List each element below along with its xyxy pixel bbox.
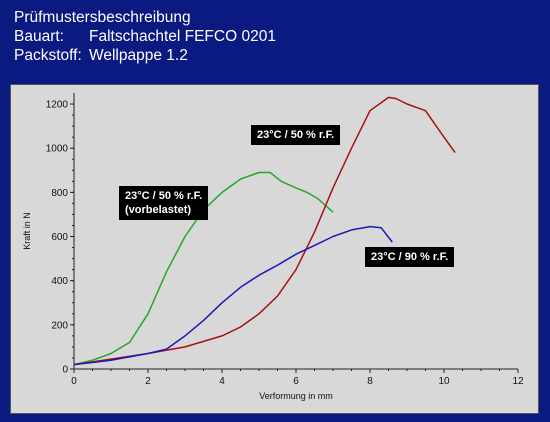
header-value: Faltschachtel FEFCO 0201 [89, 28, 276, 45]
x-tick-label: 10 [438, 376, 450, 387]
header-key: Packstoff: [14, 47, 82, 64]
x-axis-label: Verformung in mm [259, 391, 333, 401]
x-tick-label: 6 [293, 376, 299, 387]
y-tick-label: 1200 [46, 100, 69, 111]
header-title: Prüfmustersbeschreibung [14, 9, 191, 26]
header-row-bauart: Bauart: Faltschachtel FEFCO 0201 [14, 27, 276, 46]
annotation-blue-curve: 23°C / 90 % r.F. [365, 247, 455, 267]
y-tick-label: 800 [51, 188, 68, 199]
series-red-line [73, 96, 456, 366]
y-tick-label: 1000 [46, 144, 69, 155]
y-tick-label: 0 [62, 365, 68, 376]
y-tick-label: 400 [51, 276, 68, 287]
header-value: Wellpappe 1.2 [89, 47, 188, 64]
line-chart: 0 2 4 6 8 10 12 0 200 400 600 800 1000 1200 Verformung… [22, 93, 524, 401]
header: Prüfmustersbeschreibung Bauart: Faltscha… [14, 8, 276, 65]
y-axis-label: Kraft in N [22, 212, 32, 250]
annotation-text: 23°C / 90 % r.F. [371, 251, 449, 263]
x-tick-label: 0 [71, 376, 77, 387]
y-tick-label: 200 [51, 320, 68, 331]
annotation-text: 23°C / 50 % r.F. [257, 129, 335, 141]
x-tick-label: 4 [219, 376, 225, 387]
y-tick-label: 600 [51, 232, 68, 243]
annotation-text-line2: (vorbelastet) [125, 204, 192, 216]
header-key: Bauart: [14, 28, 64, 45]
x-tick-label: 8 [367, 376, 373, 387]
annotation-red-curve: 23°C / 50 % r.F. [251, 125, 341, 145]
series-blue-line [73, 225, 393, 366]
annotation-green-curve: 23°C / 50 % r.F. (vorbelastet) [119, 186, 209, 220]
x-tick-label: 12 [512, 376, 524, 387]
annotation-text: 23°C / 50 % r.F. [125, 190, 203, 202]
x-tick-label: 2 [145, 376, 151, 387]
header-row-packstoff: Packstoff: Wellpappe 1.2 [14, 46, 276, 65]
chart-frame: 0 2 4 6 8 10 12 0 200 400 600 800 1000 1200 Verformung… [10, 84, 539, 414]
series-green-line [73, 171, 334, 366]
